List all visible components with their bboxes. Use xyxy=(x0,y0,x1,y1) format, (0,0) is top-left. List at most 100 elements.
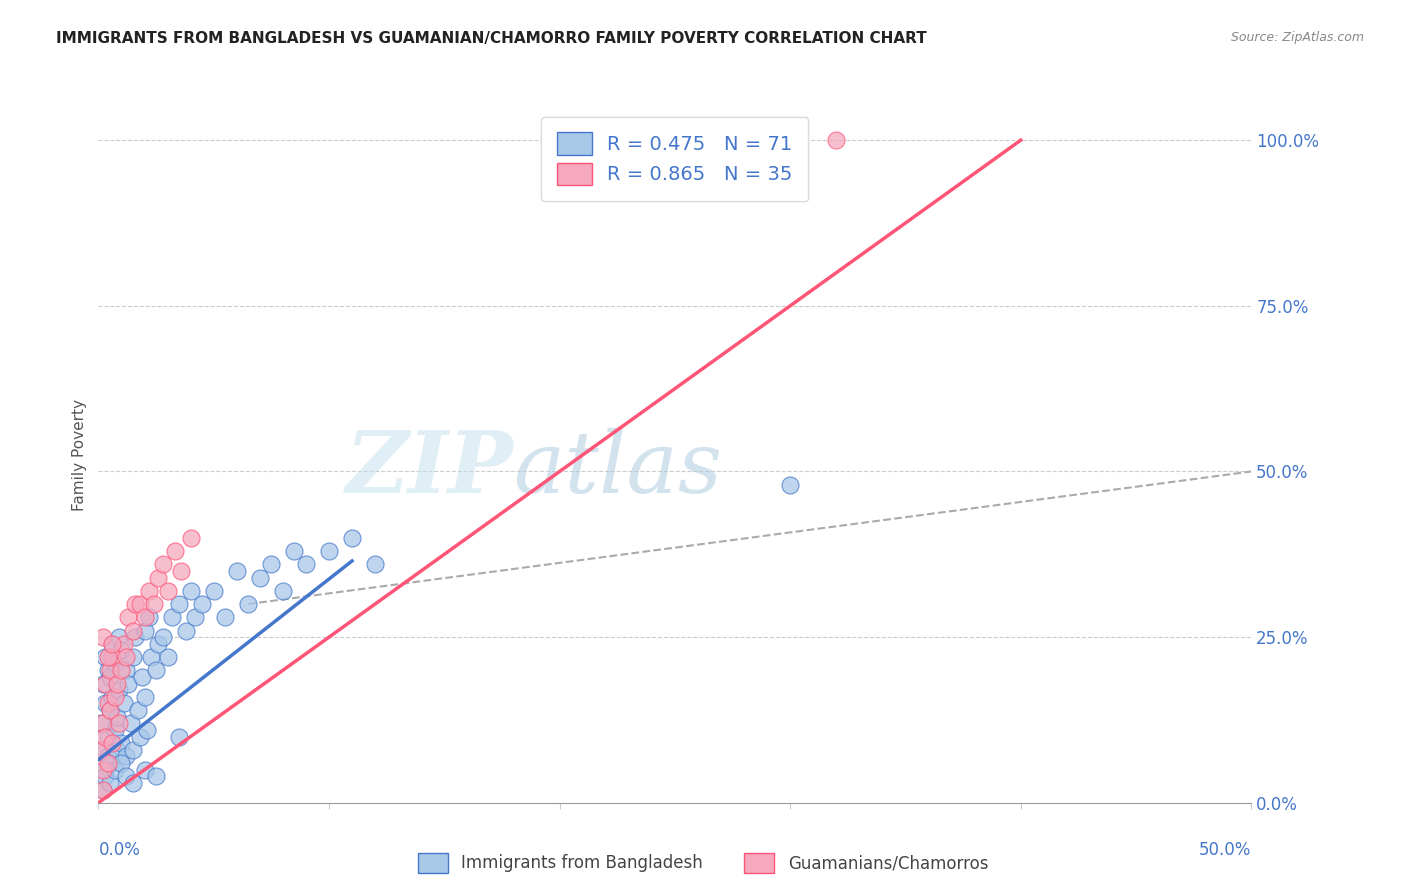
Point xyxy=(115,663,138,677)
Point xyxy=(97,650,120,665)
Point xyxy=(97,756,120,770)
Point xyxy=(152,630,174,644)
Point xyxy=(98,703,121,717)
Point xyxy=(340,531,363,545)
Point xyxy=(214,610,236,624)
Point xyxy=(97,749,120,764)
Point xyxy=(101,637,124,651)
Point xyxy=(180,583,202,598)
Point xyxy=(135,723,157,737)
Point xyxy=(110,663,132,677)
Point xyxy=(131,670,153,684)
Point xyxy=(364,558,387,572)
Point xyxy=(91,716,114,731)
Point xyxy=(98,776,121,790)
Point xyxy=(94,730,117,744)
Point xyxy=(134,763,156,777)
Point xyxy=(271,583,294,598)
Legend: R = 0.475   N = 71, R = 0.865   N = 35: R = 0.475 N = 71, R = 0.865 N = 35 xyxy=(541,117,808,201)
Point xyxy=(134,624,156,638)
Point xyxy=(103,723,125,737)
Point xyxy=(138,610,160,624)
Point xyxy=(110,736,132,750)
Point xyxy=(91,782,114,797)
Point xyxy=(167,597,190,611)
Point xyxy=(101,650,124,665)
Point xyxy=(295,558,318,572)
Point xyxy=(138,583,160,598)
Point xyxy=(152,558,174,572)
Point xyxy=(97,663,120,677)
Point xyxy=(101,736,124,750)
Point xyxy=(124,597,146,611)
Point xyxy=(156,650,179,665)
Point xyxy=(202,583,225,598)
Point xyxy=(191,597,214,611)
Point xyxy=(122,776,145,790)
Point xyxy=(124,630,146,644)
Point xyxy=(148,570,170,584)
Point xyxy=(145,663,167,677)
Point xyxy=(318,544,340,558)
Point xyxy=(108,716,131,731)
Point xyxy=(103,657,125,671)
Point xyxy=(122,624,145,638)
Point xyxy=(117,610,139,624)
Text: atlas: atlas xyxy=(513,427,723,510)
Y-axis label: Family Poverty: Family Poverty xyxy=(72,399,87,511)
Point xyxy=(170,564,193,578)
Point xyxy=(129,730,152,744)
Point xyxy=(94,650,117,665)
Point xyxy=(101,637,124,651)
Point xyxy=(115,749,138,764)
Point xyxy=(122,650,145,665)
Point xyxy=(260,558,283,572)
Point xyxy=(103,763,125,777)
Point xyxy=(108,630,131,644)
Point xyxy=(91,743,114,757)
Point xyxy=(148,637,170,651)
Point xyxy=(825,133,848,147)
Point xyxy=(94,769,117,783)
Point xyxy=(145,769,167,783)
Point xyxy=(225,564,247,578)
Point xyxy=(134,690,156,704)
Point xyxy=(90,716,112,731)
Point xyxy=(156,583,179,598)
Point xyxy=(105,743,128,757)
Point xyxy=(97,730,120,744)
Point xyxy=(142,597,165,611)
Point xyxy=(174,624,197,638)
Point xyxy=(110,643,132,657)
Point xyxy=(97,697,120,711)
Point xyxy=(115,769,138,783)
Point xyxy=(238,597,260,611)
Point xyxy=(94,697,117,711)
Point xyxy=(115,650,138,665)
Point xyxy=(129,597,152,611)
Point xyxy=(134,610,156,624)
Text: ZIP: ZIP xyxy=(346,427,513,510)
Point xyxy=(122,743,145,757)
Point xyxy=(112,637,135,651)
Text: 0.0%: 0.0% xyxy=(98,841,141,859)
Point xyxy=(90,743,112,757)
Point xyxy=(779,477,801,491)
Legend: Immigrants from Bangladesh, Guamanians/Chamorros: Immigrants from Bangladesh, Guamanians/C… xyxy=(411,847,995,880)
Point xyxy=(120,716,142,731)
Point xyxy=(94,676,117,690)
Point xyxy=(98,663,121,677)
Point xyxy=(180,531,202,545)
Point xyxy=(110,756,132,770)
Point xyxy=(98,670,121,684)
Point xyxy=(103,690,125,704)
Point xyxy=(249,570,271,584)
Point xyxy=(98,756,121,770)
Point xyxy=(167,730,190,744)
Point xyxy=(127,703,149,717)
Point xyxy=(91,763,114,777)
Point xyxy=(283,544,305,558)
Point xyxy=(101,690,124,704)
Point xyxy=(105,676,128,690)
Point xyxy=(91,630,114,644)
